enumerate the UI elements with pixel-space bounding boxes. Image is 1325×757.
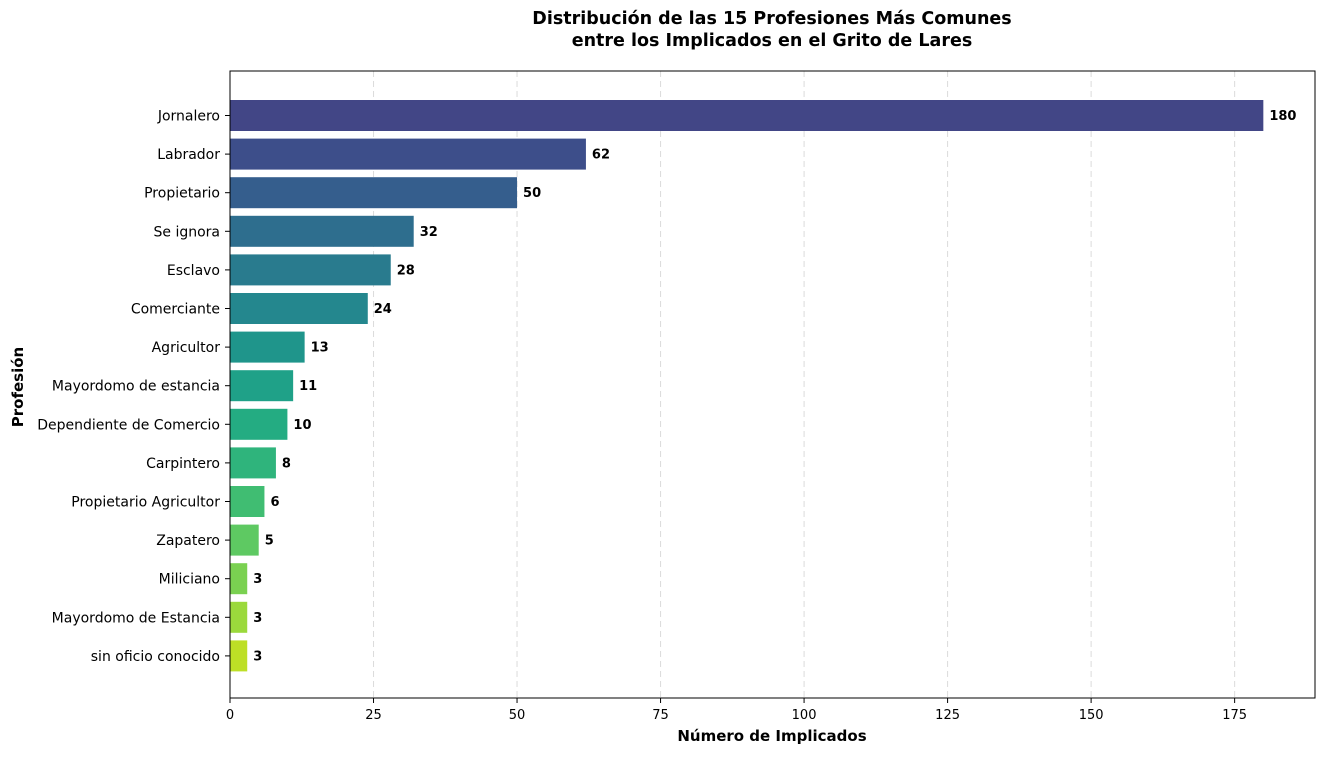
category-label: Jornalero — [157, 109, 220, 125]
bar — [230, 563, 248, 595]
x-tick-label: 0 — [226, 708, 234, 723]
x-tick-label: 150 — [1079, 708, 1104, 723]
bar — [230, 447, 276, 479]
bar — [230, 100, 1264, 131]
category-labels: Jornalero Labrador Propietario Se ignora Esc… — [37, 109, 220, 665]
value-label: 8 — [282, 456, 291, 471]
bar — [230, 370, 294, 402]
value-label: 180 — [1269, 109, 1296, 124]
value-label: 11 — [299, 379, 317, 394]
category-label: Miliciano — [159, 572, 220, 588]
y-axis-title: Profesión — [9, 347, 27, 427]
value-label: 50 — [523, 186, 541, 201]
category-label: Mayordomo de Estancia — [52, 610, 220, 626]
x-tick-label: 75 — [652, 708, 669, 723]
bar — [230, 293, 368, 324]
value-label: 3 — [253, 572, 262, 587]
value-label: 3 — [253, 611, 262, 626]
category-label: sin oficio conocido — [91, 649, 220, 665]
value-label: 10 — [293, 418, 311, 433]
x-tick-label: 50 — [509, 708, 526, 723]
category-label: Carpintero — [146, 456, 220, 472]
value-label: 62 — [592, 148, 610, 163]
bar — [230, 601, 248, 633]
value-label: 32 — [420, 225, 438, 240]
bar — [230, 138, 586, 170]
category-label: Zapatero — [156, 533, 220, 549]
bar — [230, 331, 305, 363]
value-label: 5 — [265, 534, 274, 549]
x-tick-label: 25 — [365, 708, 382, 723]
x-tick-label: 100 — [792, 708, 817, 723]
bar — [230, 640, 248, 672]
value-label: 13 — [311, 341, 329, 356]
x-axis-title: Número de Implicados — [677, 727, 866, 745]
bar — [230, 254, 391, 286]
value-labels: 180 62 50 32 28 24 13 11 10 8 6 5 3 3 3 — [253, 109, 1296, 664]
category-label: Agricultor — [152, 340, 221, 356]
category-label: Comerciante — [131, 302, 220, 318]
bar — [230, 177, 518, 209]
plot-frame — [229, 70, 1316, 699]
value-label: 6 — [270, 495, 279, 510]
category-label: Propietario Agricultor — [71, 495, 220, 511]
value-label: 3 — [253, 649, 262, 664]
bar — [230, 215, 414, 247]
category-label: Dependiente de Comercio — [37, 417, 220, 433]
chart-title-line-1: Distribución de las 15 Profesiones Más C… — [532, 9, 1011, 29]
bar — [230, 524, 259, 556]
chart-title-line-2: entre los Implicados en el Grito de Lare… — [572, 31, 973, 51]
x-axis-ticks: 0 25 50 75 100 125 150 175 — [225, 115, 1247, 723]
category-label: Labrador — [157, 147, 220, 163]
x-tick-label: 125 — [935, 708, 960, 723]
value-label: 28 — [397, 263, 415, 278]
bar — [230, 486, 265, 517]
category-label: Mayordomo de estancia — [52, 379, 220, 395]
bar — [230, 408, 288, 440]
category-label: Se ignora — [154, 224, 221, 240]
value-label: 24 — [374, 302, 392, 317]
x-tick-label: 175 — [1222, 708, 1247, 723]
grid-lines — [373, 71, 1236, 698]
bars — [230, 100, 1264, 672]
category-label: Propietario — [144, 186, 220, 202]
category-label: Esclavo — [167, 263, 220, 279]
